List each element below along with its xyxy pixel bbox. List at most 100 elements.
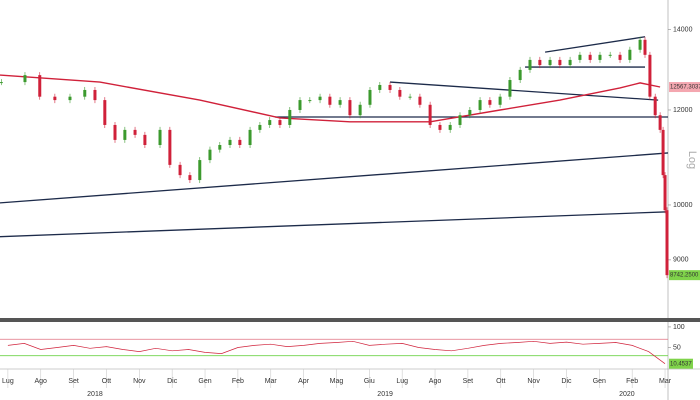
candle <box>178 164 182 176</box>
candle <box>388 84 392 90</box>
candle <box>298 100 302 110</box>
candle <box>448 124 452 130</box>
x-tick-label: Mar <box>265 378 278 385</box>
candle <box>23 75 27 83</box>
price-label: 8742.2500 <box>670 273 699 279</box>
x-tick-label: Dic <box>167 378 178 385</box>
candle <box>398 89 402 97</box>
candle <box>158 129 162 145</box>
candle <box>103 100 107 125</box>
candle <box>643 39 647 55</box>
trendline <box>0 211 669 238</box>
candle <box>653 96 657 116</box>
x-tick-label: Gen <box>593 378 606 385</box>
candle <box>608 54 612 56</box>
x-tick-label: Feb <box>626 378 638 385</box>
year-label: 2020 <box>619 391 635 398</box>
x-tick-label: Mag <box>330 378 344 385</box>
candle <box>188 175 192 181</box>
candle <box>248 129 252 145</box>
ma-label: 12567.3037 <box>670 85 700 91</box>
candle <box>658 115 662 130</box>
rsi-label: 10.4537 <box>670 361 692 367</box>
x-tick-label: Lug <box>2 378 14 385</box>
candle <box>408 96 412 98</box>
rsi-tick-label: 100 <box>673 324 685 331</box>
candle <box>168 129 172 165</box>
candle <box>488 100 492 105</box>
candle <box>308 100 312 102</box>
candle <box>0 82 3 84</box>
candle <box>518 69 522 81</box>
y-tick-label: 10000 <box>673 202 693 209</box>
candle <box>268 120 272 125</box>
candle <box>348 100 352 116</box>
candle <box>328 96 332 105</box>
candle <box>548 59 552 66</box>
candle <box>665 210 669 276</box>
candle <box>478 100 482 110</box>
candle <box>508 80 512 97</box>
candle <box>661 129 665 176</box>
x-tick-label: Ago <box>35 378 48 385</box>
rsi-tick-label: 50 <box>673 344 681 351</box>
x-tick-label: Set <box>68 378 79 385</box>
x-tick-label: Dic <box>561 378 572 385</box>
trendline <box>545 36 646 53</box>
candle <box>258 124 262 130</box>
x-tick-label: Giu <box>364 378 375 385</box>
candle <box>238 139 242 145</box>
candle <box>558 59 562 66</box>
candle <box>198 160 202 181</box>
candle <box>53 96 57 101</box>
candle <box>648 54 652 97</box>
candle <box>498 96 502 105</box>
x-tick-label: Nov <box>133 378 146 385</box>
candle <box>68 96 72 101</box>
x-tick-label: Set <box>463 378 474 385</box>
candle <box>588 54 592 60</box>
candle <box>628 49 632 60</box>
candle <box>528 59 532 70</box>
candle <box>123 129 127 140</box>
candle <box>93 89 97 101</box>
y-tick-label: 14000 <box>673 27 693 34</box>
year-label: 2018 <box>87 391 103 398</box>
candle <box>208 149 212 161</box>
candle <box>368 89 372 105</box>
candle <box>358 104 362 116</box>
candle <box>458 115 462 125</box>
rsi-line <box>7 340 666 364</box>
y-tick-label: 12000 <box>673 107 693 114</box>
candle <box>578 54 582 60</box>
candle <box>38 75 42 97</box>
candle <box>663 175 667 211</box>
x-tick-label: Mar <box>659 378 672 385</box>
candle <box>218 144 222 150</box>
candle <box>468 109 472 116</box>
y-tick-label: 9000 <box>673 257 689 264</box>
candle <box>538 59 542 66</box>
candle <box>228 139 232 145</box>
ma-label-box <box>669 82 700 93</box>
candle <box>83 89 87 97</box>
price-label-box <box>669 270 700 281</box>
candle <box>638 39 642 50</box>
x-tick-label: Lug <box>396 378 408 385</box>
candle <box>338 100 342 105</box>
candle <box>278 120 282 125</box>
candle <box>598 54 602 60</box>
x-tick-label: Ago <box>429 378 442 385</box>
candle <box>428 104 432 125</box>
candle <box>143 134 147 145</box>
candle <box>133 129 137 135</box>
candle <box>438 124 442 130</box>
x-tick-label: Apr <box>298 378 310 385</box>
candle <box>418 96 422 105</box>
candle <box>618 54 622 60</box>
candle <box>378 84 382 90</box>
panel-separator <box>0 318 700 322</box>
trendline <box>0 152 669 204</box>
x-tick-label: Nov <box>527 378 540 385</box>
